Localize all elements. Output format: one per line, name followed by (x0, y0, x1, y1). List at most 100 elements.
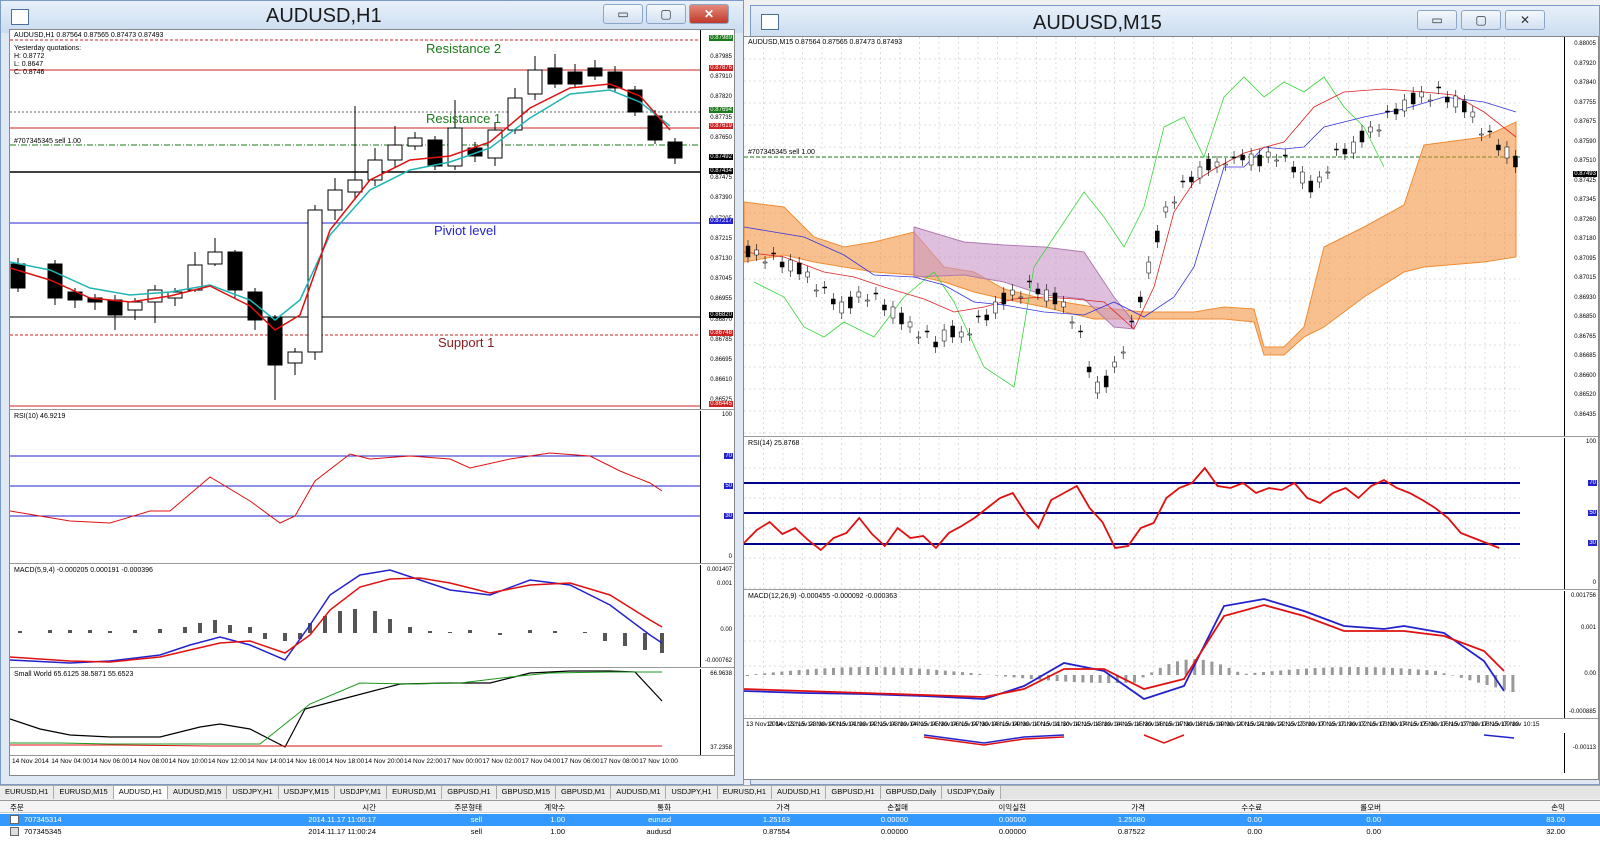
minimize-button[interactable]: ▭ (603, 4, 643, 24)
macd-histogram-bar (746, 675, 749, 676)
column-header[interactable]: 가격 (776, 803, 790, 812)
chart-window-audusd-h1[interactable]: AUDUSD,H1 ▭ ▢ ✕ AUDUSD,H1 0.87564 0.8756… (0, 0, 744, 785)
tab-usdjpy-h1[interactable]: USDJPY,H1 (666, 786, 718, 799)
time-axis[interactable]: 13 Nov 2014 13 Nov 22:15 13 Nov 23:30 14 No… (744, 720, 1598, 732)
price-axis[interactable]: 0.88005 0.87920 0.87840 0.87755 0.87675 0.875… (1564, 37, 1598, 436)
rsi-pane[interactable]: RSI(14) 25.8768 100 70 50 30 0 (744, 438, 1598, 590)
maximize-button[interactable]: ▢ (646, 4, 686, 24)
chart-window-audusd-m15[interactable]: AUDUSD,M15 ▭ ▢ ✕ AUDUSD,M15 0.87564 0.87… (743, 5, 1600, 785)
macd-axis[interactable]: 0.001407 0.001 0.00 -0.000762 (700, 565, 734, 667)
time-tick: 14 Nov 04:00 (51, 758, 90, 765)
tab-gbpusd-m1[interactable]: GBPUSD,M1 (556, 786, 612, 799)
table-row[interactable]: 707345314 2014.11.17 11:00:17 sell 1.00 euru… (0, 814, 1600, 826)
column-header[interactable]: 손익 (1551, 803, 1565, 812)
macd-line (10, 569, 663, 664)
macd-histogram-bar (353, 609, 357, 633)
macd-histogram-bar (1442, 673, 1446, 675)
chart-area[interactable]: AUDUSD,M15 0.87564 0.87565 0.87473 0.874… (743, 36, 1599, 780)
bull-candle (1044, 289, 1049, 302)
title-bar[interactable]: AUDUSD,M15 ▭ ▢ ✕ (751, 6, 1599, 38)
column-header[interactable]: 수수료 (1241, 803, 1262, 812)
rsi-axis[interactable]: 100 70 50 30 0 (1564, 438, 1598, 589)
bull-candle (1223, 163, 1228, 166)
price-axis-tick: 0.87735 (710, 114, 732, 121)
price-axis-tick: 0.87510 (1574, 158, 1596, 164)
pivot-level-label: Piviot level (434, 223, 497, 238)
trade-terminal[interactable]: 주문 시간 주문형태 계약수 통화 가격 손절매 이익실현 가격 수수료 롤오버 손익 7073453… (0, 800, 1600, 848)
small-world-pane[interactable]: Small World 65.6125 38.5871 55.6523 66.9… (10, 669, 734, 756)
macd-pane[interactable]: MACD(12,26,9) -0.000455 -0.000092 -0.000… (744, 591, 1598, 719)
column-header[interactable]: 시간 (362, 803, 376, 812)
price-axis-tick: 0.86685 (1574, 353, 1596, 359)
macd-pane[interactable]: MACD(5,9,4) -0.000205 0.000191 -0.000396… (10, 565, 734, 668)
time-tick: 14 Nov 20:15 (1215, 721, 1254, 728)
price-axis-tick: 0.87095 (1574, 255, 1596, 262)
macd-histogram-bar (1090, 675, 1093, 683)
rsi-pane[interactable]: RSI(10) 46.9219 100 70 50 30 0 (10, 411, 734, 564)
macd-axis[interactable]: 0.001756 0.001 0.00 -0.000885 (1564, 591, 1598, 718)
table-cell: 0.00000 (880, 815, 908, 824)
macd-histogram-bar (1511, 675, 1515, 693)
tab-audusd-m15[interactable]: AUDUSD,M15 (168, 786, 228, 799)
chart-area[interactable]: AUDUSD,H1 0.87564 0.87565 0.87473 0.8749… (9, 29, 735, 776)
yesterday-high: H: 0.8772 (14, 53, 45, 60)
macd-histogram-bar (428, 631, 432, 633)
minimize-button[interactable]: ▭ (1417, 10, 1457, 30)
bull-candle (1300, 171, 1305, 184)
extra-axis[interactable]: -0.00113 (1564, 733, 1598, 773)
column-header[interactable]: 계약수 (544, 803, 565, 812)
price-pane[interactable]: AUDUSD,M15 0.87564 0.87565 0.87473 0.874… (744, 37, 1598, 437)
tab-gbpusd-h1[interactable]: GBPUSD,H1 (826, 786, 881, 799)
bull-candle (907, 321, 913, 328)
tab-usdjpy-daily[interactable]: USDJPY,Daily (942, 786, 1001, 799)
tab-eurusd-h1[interactable]: EURUSD,H1 (0, 786, 55, 799)
tab-audusd-h1[interactable]: AUDUSD,H1 (113, 786, 169, 799)
extra-pane[interactable]: -0.00113 (744, 733, 1598, 773)
price-axis[interactable]: 0.879850.879100.878200.877350.876500.875… (700, 30, 734, 409)
time-axis[interactable]: 14 Nov 2014 14 Nov 04:00 14 Nov 06:00 14 No… (10, 757, 734, 769)
price-axis-tick: 0.87180 (1574, 236, 1596, 242)
tab-audusd-h1[interactable]: AUDUSD,H1 (772, 786, 827, 799)
macd-histogram-bar (1305, 668, 1308, 675)
column-header[interactable]: 롤오버 (1360, 803, 1381, 812)
table-row[interactable]: 707345345 2014.11.17 11:00:24 sell 1.00 audu… (0, 826, 1600, 838)
maximize-button[interactable]: ▢ (1461, 10, 1501, 30)
bull-candle (1376, 129, 1382, 132)
column-header[interactable]: 통화 (657, 803, 671, 812)
tab-audusd-m1[interactable]: AUDUSD,M1 (611, 786, 667, 799)
column-header[interactable]: 주문형태 (454, 803, 482, 812)
tab-gbpusd-h1[interactable]: GBPUSD,H1 (442, 786, 497, 799)
tab-eurusd-m1[interactable]: EURUSD,M1 (387, 786, 443, 799)
bull-candle (1427, 99, 1433, 102)
tab-usdjpy-m1[interactable]: USDJPY,M1 (334, 786, 388, 799)
tab-eurusd-h1[interactable]: EURUSD,H1 (717, 786, 773, 799)
macd-histogram-bar (1382, 667, 1386, 675)
column-header[interactable]: 가격 (1131, 803, 1145, 812)
bear-candle (1086, 366, 1092, 373)
close-button[interactable]: ✕ (1505, 10, 1545, 30)
price-axis-tick: 0.87045 (710, 276, 732, 283)
macd-histogram-bar (1373, 667, 1377, 675)
macd-histogram-bar (1408, 668, 1412, 675)
column-header[interactable]: 이익실현 (998, 803, 1026, 812)
title-bar[interactable]: AUDUSD,H1 ▭ ▢ ✕ (1, 1, 743, 33)
macd-histogram-bar (1399, 668, 1403, 675)
small-world-axis[interactable]: 66.9638 37.2358 (700, 669, 734, 755)
macd-histogram-bar (797, 670, 801, 675)
price-plot (744, 37, 1520, 437)
tab-gbpusd-m15[interactable]: GBPUSD,M15 (496, 786, 557, 799)
column-header[interactable]: 주문 (10, 803, 24, 812)
close-button[interactable]: ✕ (689, 4, 729, 24)
tab-gbpusd-daily[interactable]: GBPUSD,Daily (880, 786, 943, 799)
rsi-axis[interactable]: 100 70 50 30 0 (700, 411, 734, 563)
column-header[interactable]: 손절매 (887, 803, 908, 812)
bull-candle (307, 209, 323, 353)
tab-usdjpy-h1[interactable]: USDJPY,H1 (227, 786, 279, 799)
macd-histogram-bar (1459, 675, 1463, 678)
macd-histogram-bar (866, 667, 870, 675)
price-axis-tick: 0.86955 (710, 296, 732, 303)
tab-usdjpy-m15[interactable]: USDJPY,M15 (278, 786, 335, 799)
tab-eurusd-m15[interactable]: EURUSD,M15 (54, 786, 114, 799)
bear-candle (1155, 230, 1160, 243)
price-pane[interactable]: AUDUSD,H1 0.87564 0.87565 0.87473 0.8749… (10, 30, 734, 410)
